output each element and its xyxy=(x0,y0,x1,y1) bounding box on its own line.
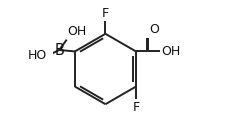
Text: B: B xyxy=(54,43,64,58)
Text: O: O xyxy=(149,23,159,36)
Text: F: F xyxy=(132,101,140,114)
Text: OH: OH xyxy=(67,25,87,38)
Text: OH: OH xyxy=(161,45,180,58)
Text: HO: HO xyxy=(28,49,47,62)
Text: F: F xyxy=(102,7,109,20)
